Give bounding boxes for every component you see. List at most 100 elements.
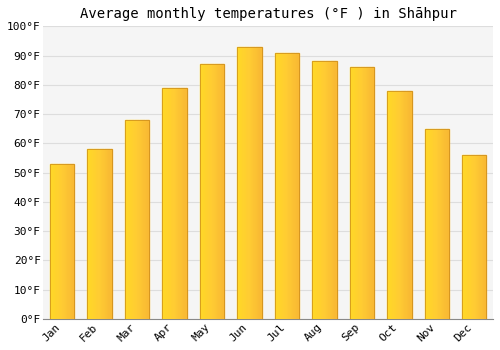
Bar [88, 149, 90, 319]
Bar [64, 164, 66, 319]
Bar [212, 64, 214, 319]
Bar [253, 47, 254, 319]
Bar [170, 88, 171, 319]
Bar [216, 64, 217, 319]
Bar [320, 61, 321, 319]
Bar [356, 67, 357, 319]
Bar [61, 164, 62, 319]
Bar [211, 64, 212, 319]
Bar [125, 120, 126, 319]
Bar [282, 52, 284, 319]
Bar [443, 129, 444, 319]
Bar [55, 164, 56, 319]
Bar [162, 88, 164, 319]
Bar [292, 52, 293, 319]
Bar [97, 149, 98, 319]
Bar [482, 155, 483, 319]
Bar [244, 47, 246, 319]
Bar [294, 52, 296, 319]
Bar [286, 52, 287, 319]
Bar [140, 120, 141, 319]
Bar [98, 149, 100, 319]
Bar [468, 155, 469, 319]
Bar [110, 149, 112, 319]
Bar [394, 91, 396, 319]
Bar [426, 129, 427, 319]
Bar [364, 67, 366, 319]
Bar [222, 64, 223, 319]
Bar [182, 88, 183, 319]
Bar [184, 88, 186, 319]
Bar [51, 164, 52, 319]
Bar [462, 155, 464, 319]
Bar [406, 91, 408, 319]
Bar [432, 129, 433, 319]
Bar [281, 52, 282, 319]
Bar [367, 67, 368, 319]
Bar [66, 164, 67, 319]
Bar [138, 120, 140, 319]
Bar [470, 155, 472, 319]
Bar [388, 91, 390, 319]
Bar [360, 67, 362, 319]
Bar [142, 120, 143, 319]
Bar [91, 149, 92, 319]
Bar [444, 129, 446, 319]
Bar [478, 155, 479, 319]
Bar [250, 47, 252, 319]
Bar [171, 88, 172, 319]
Bar [201, 64, 202, 319]
Bar [144, 120, 146, 319]
Bar [464, 155, 466, 319]
Bar [332, 61, 333, 319]
Bar [104, 149, 106, 319]
Bar [400, 91, 402, 319]
Bar [108, 149, 110, 319]
Bar [58, 164, 60, 319]
Bar [480, 155, 482, 319]
Bar [373, 67, 374, 319]
Bar [397, 91, 398, 319]
Bar [312, 61, 336, 319]
Bar [477, 155, 478, 319]
Bar [392, 91, 394, 319]
Bar [62, 164, 64, 319]
Bar [223, 64, 224, 319]
Bar [484, 155, 486, 319]
Bar [92, 149, 94, 319]
Bar [50, 164, 74, 319]
Bar [88, 149, 112, 319]
Bar [94, 149, 95, 319]
Bar [398, 91, 400, 319]
Bar [290, 52, 292, 319]
Bar [372, 67, 373, 319]
Bar [287, 52, 288, 319]
Bar [296, 52, 298, 319]
Bar [322, 61, 323, 319]
Bar [330, 61, 332, 319]
Bar [125, 120, 150, 319]
Bar [430, 129, 431, 319]
Bar [207, 64, 208, 319]
Bar [408, 91, 409, 319]
Bar [474, 155, 476, 319]
Bar [323, 61, 324, 319]
Bar [363, 67, 364, 319]
Bar [240, 47, 241, 319]
Bar [350, 67, 351, 319]
Bar [241, 47, 242, 319]
Bar [466, 155, 467, 319]
Bar [442, 129, 443, 319]
Bar [350, 67, 374, 319]
Bar [446, 129, 448, 319]
Bar [106, 149, 107, 319]
Bar [246, 47, 247, 319]
Bar [60, 164, 61, 319]
Bar [433, 129, 434, 319]
Bar [404, 91, 406, 319]
Bar [101, 149, 102, 319]
Bar [168, 88, 170, 319]
Bar [318, 61, 320, 319]
Bar [351, 67, 352, 319]
Bar [134, 120, 136, 319]
